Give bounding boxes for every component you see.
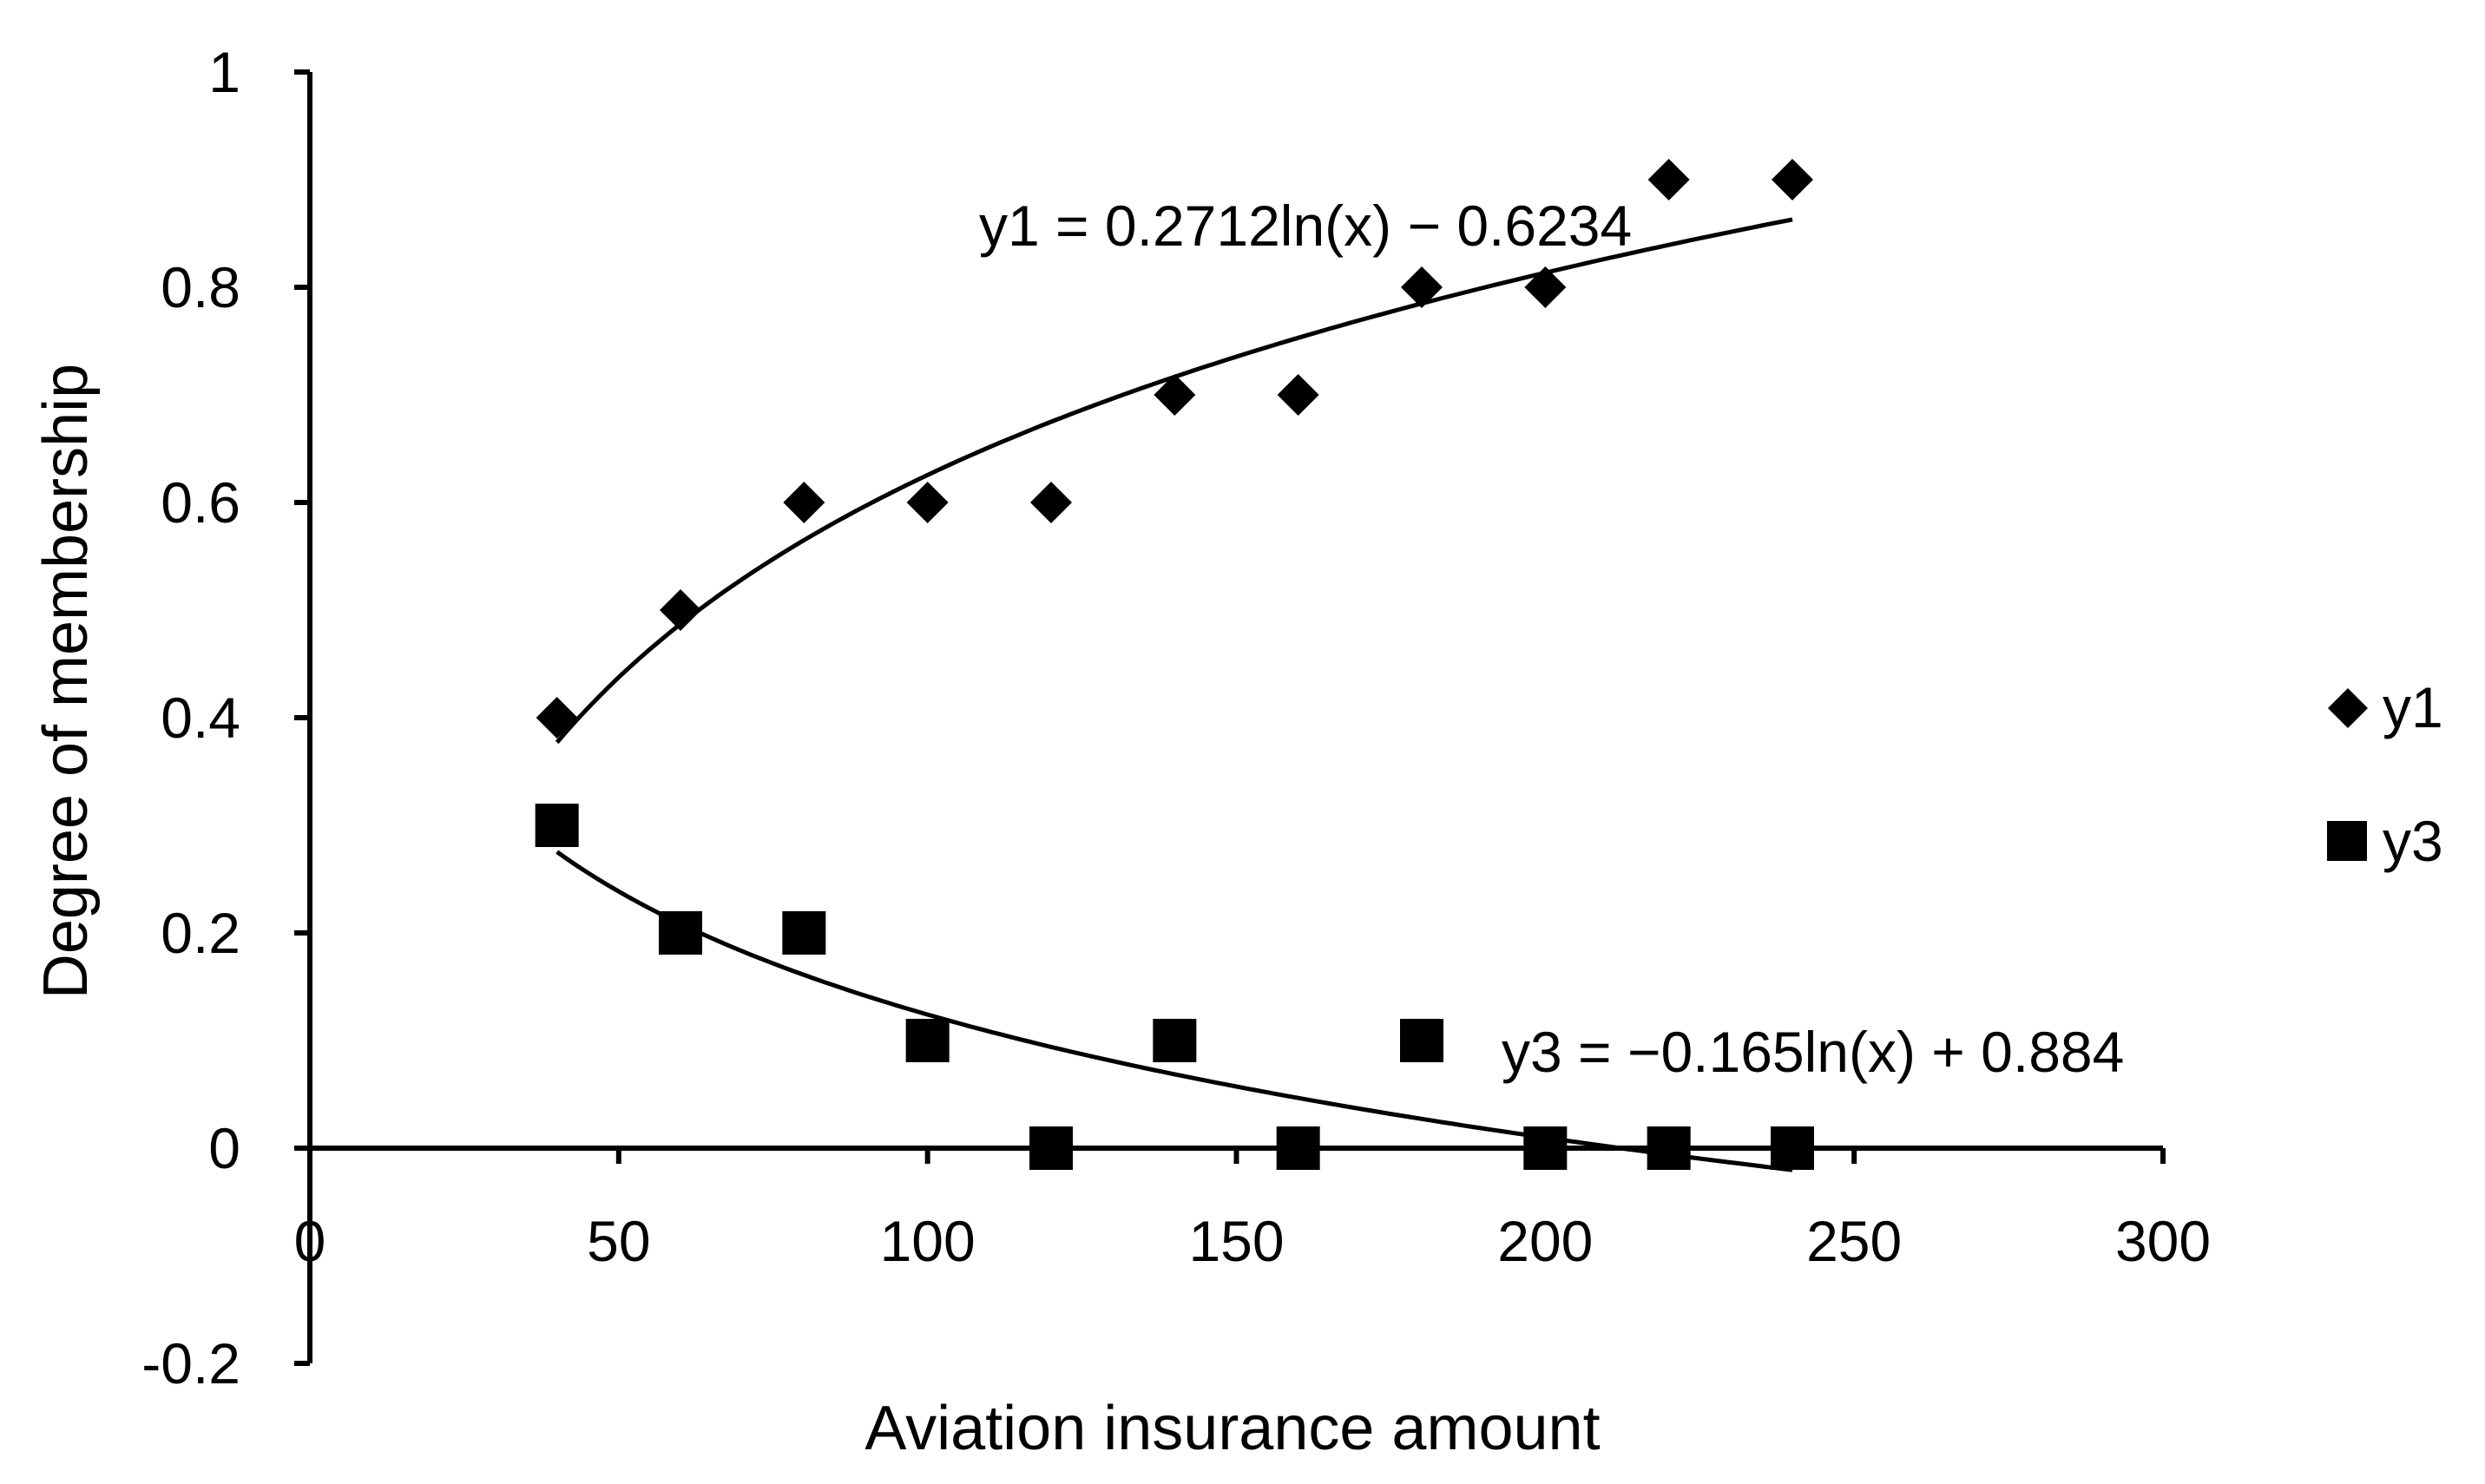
x-tick-label: 150 <box>1188 1209 1284 1273</box>
x-tick-label: 200 <box>1497 1209 1593 1273</box>
y3-point <box>782 911 826 955</box>
y3-point <box>1400 1019 1443 1062</box>
y3-trendline-equation: y3 = −0.165ln(x) + 0.884 <box>1502 1020 2124 1084</box>
y3-trendline <box>556 850 1793 1172</box>
y1-trendline-equation: y1 = 0.2712ln(x) − 0.6234 <box>979 194 1632 258</box>
y-tick-label: -0.2 <box>141 1331 240 1395</box>
y3-point <box>1523 1126 1568 1170</box>
y1-point <box>1030 482 1072 523</box>
y-tick-label: 1 <box>208 40 240 104</box>
y1-point <box>536 697 578 739</box>
y1-point <box>1647 159 1690 200</box>
y-tick-label: 0.2 <box>161 901 240 965</box>
y3-point <box>659 911 702 955</box>
x-axis-title: Aviation insurance amount <box>864 1394 1600 1463</box>
legend-label-y1: y1 <box>2383 675 2443 739</box>
y3-point <box>1771 1126 1814 1170</box>
y1-point <box>1772 159 1813 200</box>
y-tick-label: 0.4 <box>161 686 240 750</box>
y1-point <box>783 482 825 523</box>
y3-point <box>905 1019 950 1062</box>
legend-marker-y3 <box>2327 821 2367 861</box>
y3-point <box>1029 1126 1073 1170</box>
y1-point <box>1154 374 1196 416</box>
y3-point <box>1647 1126 1691 1170</box>
y3-point <box>1153 1019 1197 1062</box>
y1-point <box>660 589 701 631</box>
legend-label-y3: y3 <box>2383 809 2443 873</box>
data-points <box>535 159 1814 1170</box>
y1-point <box>1524 266 1567 308</box>
y3-point <box>535 804 579 847</box>
legend: y1 y3 <box>2327 675 2443 873</box>
x-tick-label: 100 <box>880 1209 976 1273</box>
axes <box>294 69 2166 1366</box>
y1-point <box>906 482 949 523</box>
y3-point <box>1276 1126 1320 1170</box>
tick-labels: -0.2 0 0.2 0.4 0.6 0.8 1 0 50 100 150 200 250 300 <box>141 40 2211 1395</box>
x-tick-label: 250 <box>1806 1209 1902 1273</box>
y-tick-label: 0.6 <box>161 470 240 535</box>
y-axis-title: Degree of membership <box>31 364 101 999</box>
legend-marker-y1 <box>2328 688 2368 728</box>
y1-point <box>1277 374 1319 416</box>
y1-trendline <box>555 217 1793 745</box>
y1-point <box>1401 266 1443 308</box>
x-tick-label: 300 <box>2115 1209 2211 1273</box>
y-tick-label: 0 <box>208 1116 240 1180</box>
x-tick-label: 0 <box>294 1209 326 1273</box>
x-tick-label: 50 <box>587 1209 650 1273</box>
y-tick-label: 0.8 <box>161 255 240 319</box>
